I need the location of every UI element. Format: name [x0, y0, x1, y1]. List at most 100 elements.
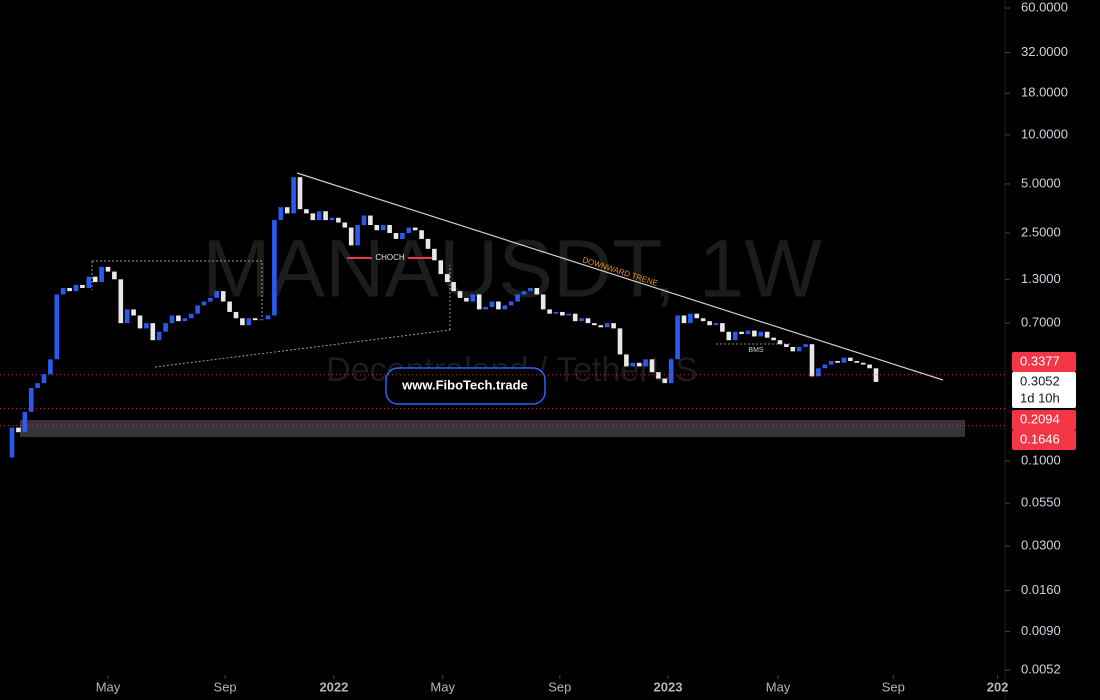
candle-body	[80, 284, 85, 288]
candle-body	[438, 260, 444, 275]
candle-body	[259, 319, 264, 321]
candle-body	[668, 359, 674, 384]
candle-body	[457, 291, 463, 298]
candle-body	[432, 248, 437, 261]
candle-body	[246, 318, 252, 326]
y-tick-label: 1.3000	[1021, 271, 1061, 286]
candle-body	[553, 311, 559, 314]
x-tick-label: 2023	[654, 679, 683, 694]
candle-body	[867, 364, 872, 369]
candle-body	[272, 220, 277, 316]
candle-body	[476, 294, 482, 310]
candle-body	[323, 211, 328, 221]
candle-body	[195, 305, 200, 314]
candle-body	[304, 209, 309, 214]
y-tick-label: 10.0000	[1021, 126, 1068, 141]
candle-body	[560, 311, 565, 316]
candle-body	[60, 287, 66, 295]
candle-body	[297, 177, 303, 210]
link-text[interactable]: www.FiboTech.trade	[401, 377, 528, 392]
candle-body	[739, 331, 744, 335]
candle-body	[662, 378, 668, 384]
candle-body	[41, 374, 47, 384]
candle-body	[124, 309, 130, 324]
candle-body	[732, 331, 738, 341]
candle-body	[188, 313, 194, 319]
candle-body	[380, 224, 386, 231]
x-tick-label: May	[766, 679, 791, 694]
candle-body	[233, 311, 239, 319]
candle-body	[419, 230, 424, 239]
candle-body	[265, 315, 271, 320]
candle-body	[361, 215, 367, 225]
candle-body	[105, 266, 111, 272]
candle-body	[16, 427, 21, 433]
demand-zone	[20, 420, 965, 437]
candle-body	[694, 313, 700, 319]
candle-body	[681, 315, 687, 324]
candle-body	[451, 282, 456, 292]
y-tick-label: 0.0090	[1021, 623, 1061, 638]
candle-body	[412, 227, 418, 231]
candle-body	[169, 315, 175, 324]
candle-body	[809, 344, 815, 377]
candle-body	[585, 318, 591, 324]
candle-body	[515, 294, 520, 302]
link-box[interactable]	[385, 367, 546, 405]
candle-body	[67, 287, 72, 292]
choch-label: CHOCH	[375, 253, 405, 262]
candle-body	[28, 388, 34, 412]
candle-body	[822, 364, 828, 369]
price-tag-label: 0.3377	[1020, 353, 1060, 368]
candle-body	[156, 331, 162, 341]
x-tick-label: Sep	[882, 679, 905, 694]
candle-body	[470, 294, 476, 302]
x-tick-label: May	[96, 679, 121, 694]
candle-body	[873, 368, 879, 382]
candle-body	[278, 207, 284, 221]
candle-body	[790, 346, 796, 352]
countdown-label: 1d 10h	[1020, 390, 1060, 405]
candle-body	[860, 362, 866, 365]
price-tag	[1012, 410, 1076, 430]
candle-body	[336, 217, 341, 223]
y-tick-label: 0.1000	[1021, 452, 1061, 467]
candle-body	[201, 301, 207, 306]
candle-body	[617, 328, 623, 355]
candle-body	[630, 362, 636, 367]
candle-body	[624, 354, 629, 367]
candle-body	[444, 274, 450, 283]
x-tick-label: 202	[987, 679, 1009, 694]
candle-body	[48, 359, 53, 375]
y-tick-label: 18.0000	[1021, 85, 1068, 100]
candle-body	[752, 330, 757, 337]
y-tick-label: 5.0000	[1021, 175, 1061, 190]
candle-body	[489, 301, 495, 307]
candle-body	[713, 323, 719, 326]
candle-body	[707, 321, 712, 326]
candle-body	[112, 271, 117, 280]
candle-body	[534, 287, 540, 295]
y-tick-label: 0.0052	[1021, 662, 1061, 677]
candle-body	[208, 297, 213, 302]
candle-body	[284, 207, 290, 214]
candle-body	[316, 211, 322, 221]
candle-body	[425, 238, 431, 249]
candle-body	[636, 362, 642, 367]
candle-body	[828, 361, 834, 365]
candle-body	[131, 309, 136, 316]
candle-body	[758, 331, 764, 337]
candle-body	[150, 323, 156, 341]
candle-body	[252, 318, 258, 321]
candle-body	[700, 318, 706, 322]
candle-body	[572, 313, 578, 322]
candle-body	[144, 323, 149, 329]
candle-body	[182, 318, 188, 322]
candle-body	[854, 361, 860, 363]
candle-body	[406, 227, 412, 234]
candle-body	[9, 427, 15, 458]
candle-body	[310, 213, 316, 221]
candle-body	[566, 313, 572, 316]
candle-body	[688, 313, 693, 324]
